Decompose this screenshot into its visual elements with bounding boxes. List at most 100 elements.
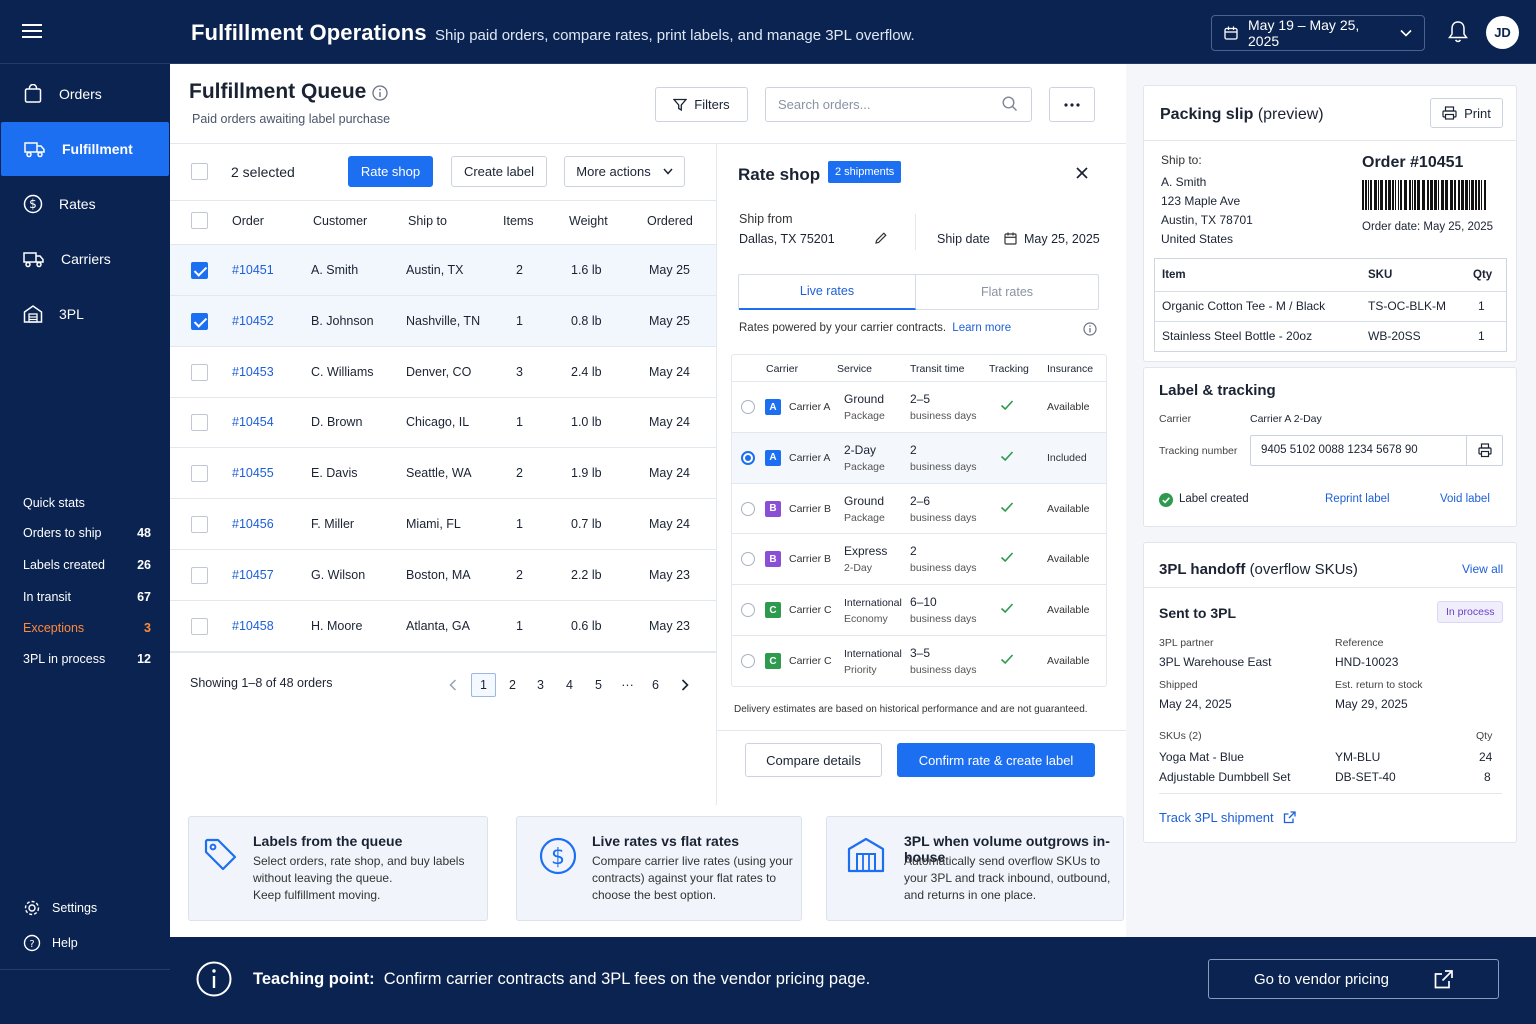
table-row[interactable]: #10457 G. Wilson Boston, MA 2 2.2 lb May 23 <box>170 550 716 601</box>
info-icon[interactable] <box>372 85 388 101</box>
header-checkbox[interactable] <box>191 212 208 229</box>
calendar-icon[interactable] <box>1004 232 1017 245</box>
table-row[interactable]: #10456 F. Miller Miami, FL 1 0.7 lb May 24 <box>170 499 716 550</box>
column-header-order[interactable]: Order <box>232 214 264 228</box>
date-range-picker[interactable]: May 19 – May 25, 2025 <box>1211 15 1425 51</box>
compare-details-button[interactable]: Compare details <box>745 743 882 777</box>
ordered-cell: May 25 <box>649 313 690 328</box>
table-row[interactable]: #10451 A. Smith Austin, TX 2 1.6 lb May 25 <box>170 245 716 296</box>
settings-link[interactable]: Settings <box>23 899 97 917</box>
items-cell: 3 <box>516 364 523 379</box>
info-icon[interactable] <box>1083 322 1097 336</box>
table-row[interactable]: #10453 C. Williams Denver, CO 3 2.4 lb May 24 <box>170 347 716 398</box>
tab-live-rates[interactable]: Live rates <box>739 274 916 310</box>
print-button[interactable]: Print <box>1430 98 1503 128</box>
copy-icon[interactable] <box>1478 443 1492 458</box>
quick-stat-orders-to-ship[interactable]: Orders to ship 48 <box>23 526 151 540</box>
vendor-pricing-button[interactable]: Go to vendor pricing <box>1208 959 1499 999</box>
order-link[interactable]: #10454 <box>232 415 274 430</box>
more-actions-dropdown[interactable]: More actions <box>564 156 685 187</box>
column-header-items[interactable]: Items <box>503 214 534 228</box>
table-row[interactable]: #10452 B. Johnson Nashville, TN 1 0.8 lb May … <box>170 295 716 347</box>
printer-icon <box>1442 106 1457 120</box>
order-link[interactable]: #10453 <box>232 364 274 379</box>
row-checkbox[interactable] <box>191 363 208 381</box>
order-link[interactable]: #10457 <box>232 567 274 582</box>
rate-radio[interactable] <box>741 450 755 465</box>
rate-radio[interactable] <box>741 603 755 618</box>
row-checkbox[interactable] <box>191 414 208 432</box>
user-avatar[interactable]: JD <box>1486 16 1519 49</box>
order-link[interactable]: #10455 <box>232 466 274 481</box>
quick-stat-labels-created[interactable]: Labels created 26 <box>23 558 151 572</box>
select-all-checkbox[interactable] <box>191 163 208 180</box>
sidebar-item-carriers[interactable]: Carriers <box>0 232 170 286</box>
sku-code: DB-SET-40 <box>1335 770 1396 784</box>
rate-row[interactable]: C Carrier C International Economy 6–10 busine… <box>732 584 1106 635</box>
edit-pencil-icon[interactable] <box>874 231 888 245</box>
order-link[interactable]: #10456 <box>232 517 274 531</box>
rate-row[interactable]: B Carrier B Ground Package 2–6 business days A… <box>732 482 1106 534</box>
rate-radio[interactable] <box>741 654 755 668</box>
order-link[interactable]: #10451 <box>232 263 274 277</box>
order-link[interactable]: #10458 <box>232 618 274 633</box>
column-header-customer[interactable]: Customer <box>313 214 368 228</box>
order-link[interactable]: #10452 <box>232 313 274 328</box>
page-button[interactable]: 6 <box>652 678 659 692</box>
previous-page-icon[interactable] <box>440 673 465 697</box>
confirm-rate-button[interactable]: Confirm rate & create label <box>897 743 1095 777</box>
table-row[interactable]: #10454 D. Brown Chicago, IL 1 1.0 lb May 24 <box>170 397 716 449</box>
table-row[interactable]: #10455 E. Davis Seattle, WA 2 1.9 lb May 24 <box>170 448 716 500</box>
page-button[interactable]: 1 <box>471 673 496 697</box>
row-checkbox[interactable] <box>191 465 208 483</box>
row-checkbox[interactable] <box>191 312 208 330</box>
tracking-number-field[interactable]: 9405 5102 0088 1234 5678 90 <box>1250 435 1503 466</box>
page-button[interactable]: 5 <box>595 678 602 692</box>
track-3pl-shipment-link[interactable]: Track 3PL shipment <box>1159 810 1296 825</box>
table-row[interactable]: #10458 H. Moore Atlanta, GA 1 0.6 lb May 23 <box>170 601 716 652</box>
reprint-label-link[interactable]: Reprint label <box>1325 493 1390 505</box>
rate-row[interactable]: C Carrier C International Priority 3–5 busine… <box>732 635 1106 686</box>
help-link[interactable]: ? Help <box>23 934 78 952</box>
rate-row[interactable]: A Carrier A Ground Package 2–5 business days A… <box>732 381 1106 432</box>
sidebar-item-orders[interactable]: Orders <box>0 67 170 121</box>
sidebar-item-rates[interactable]: $ Rates <box>0 177 170 231</box>
3pl-partner-label: 3PL partner <box>1159 637 1214 649</box>
more-options-button[interactable] <box>1049 87 1095 122</box>
rate-row[interactable]: A Carrier A 2-Day Package 2 business days Incl… <box>732 431 1106 483</box>
notification-bell-icon[interactable] <box>1447 20 1469 44</box>
page-button[interactable]: 4 <box>566 678 573 692</box>
view-all-link[interactable]: View all <box>1462 562 1504 576</box>
filters-button[interactable]: Filters <box>655 87 748 122</box>
packing-slip-title: Packing slip (preview) <box>1160 106 1324 123</box>
quick-stat-3pl-in-process[interactable]: 3PL in process 12 <box>23 652 151 666</box>
tab-flat-rates[interactable]: Flat rates <box>980 285 1034 299</box>
column-header-ordered[interactable]: Ordered <box>647 214 693 228</box>
search-input[interactable] <box>765 87 1032 122</box>
hamburger-menu-icon[interactable] <box>22 22 44 40</box>
learn-more-link[interactable]: Learn more <box>952 322 1012 334</box>
row-checkbox[interactable] <box>191 516 208 533</box>
row-checkbox[interactable] <box>191 617 208 635</box>
rate-radio[interactable] <box>741 400 755 414</box>
sidebar-item-fulfillment[interactable]: Fulfillment <box>1 122 169 176</box>
customer-cell: H. Moore <box>311 618 363 633</box>
create-label-button[interactable]: Create label <box>451 156 547 187</box>
next-page-icon[interactable] <box>672 673 697 697</box>
sidebar-item-3pl[interactable]: 3PL <box>0 287 170 341</box>
void-label-link[interactable]: Void label <box>1440 493 1490 505</box>
rate-radio[interactable] <box>741 501 755 516</box>
rate-row[interactable]: B Carrier B Express 2-Day 2 business days Avai… <box>732 533 1106 584</box>
quick-stat-exceptions[interactable]: Exceptions 3 <box>23 621 151 635</box>
rate-radio[interactable] <box>741 552 755 567</box>
column-header-ship-to[interactable]: Ship to <box>408 214 447 228</box>
row-checkbox[interactable] <box>191 566 208 584</box>
column-header-weight[interactable]: Weight <box>569 214 608 228</box>
page-button[interactable]: 2 <box>509 678 516 692</box>
quick-stat-in-transit[interactable]: In transit 67 <box>23 590 151 604</box>
rate-shop-button[interactable]: Rate shop <box>348 156 433 187</box>
row-checkbox[interactable] <box>191 262 208 279</box>
close-icon[interactable] <box>1076 167 1088 179</box>
page-button[interactable]: 3 <box>537 678 544 692</box>
feature-title: 3PL when volume outgrows in-house <box>904 833 1110 865</box>
